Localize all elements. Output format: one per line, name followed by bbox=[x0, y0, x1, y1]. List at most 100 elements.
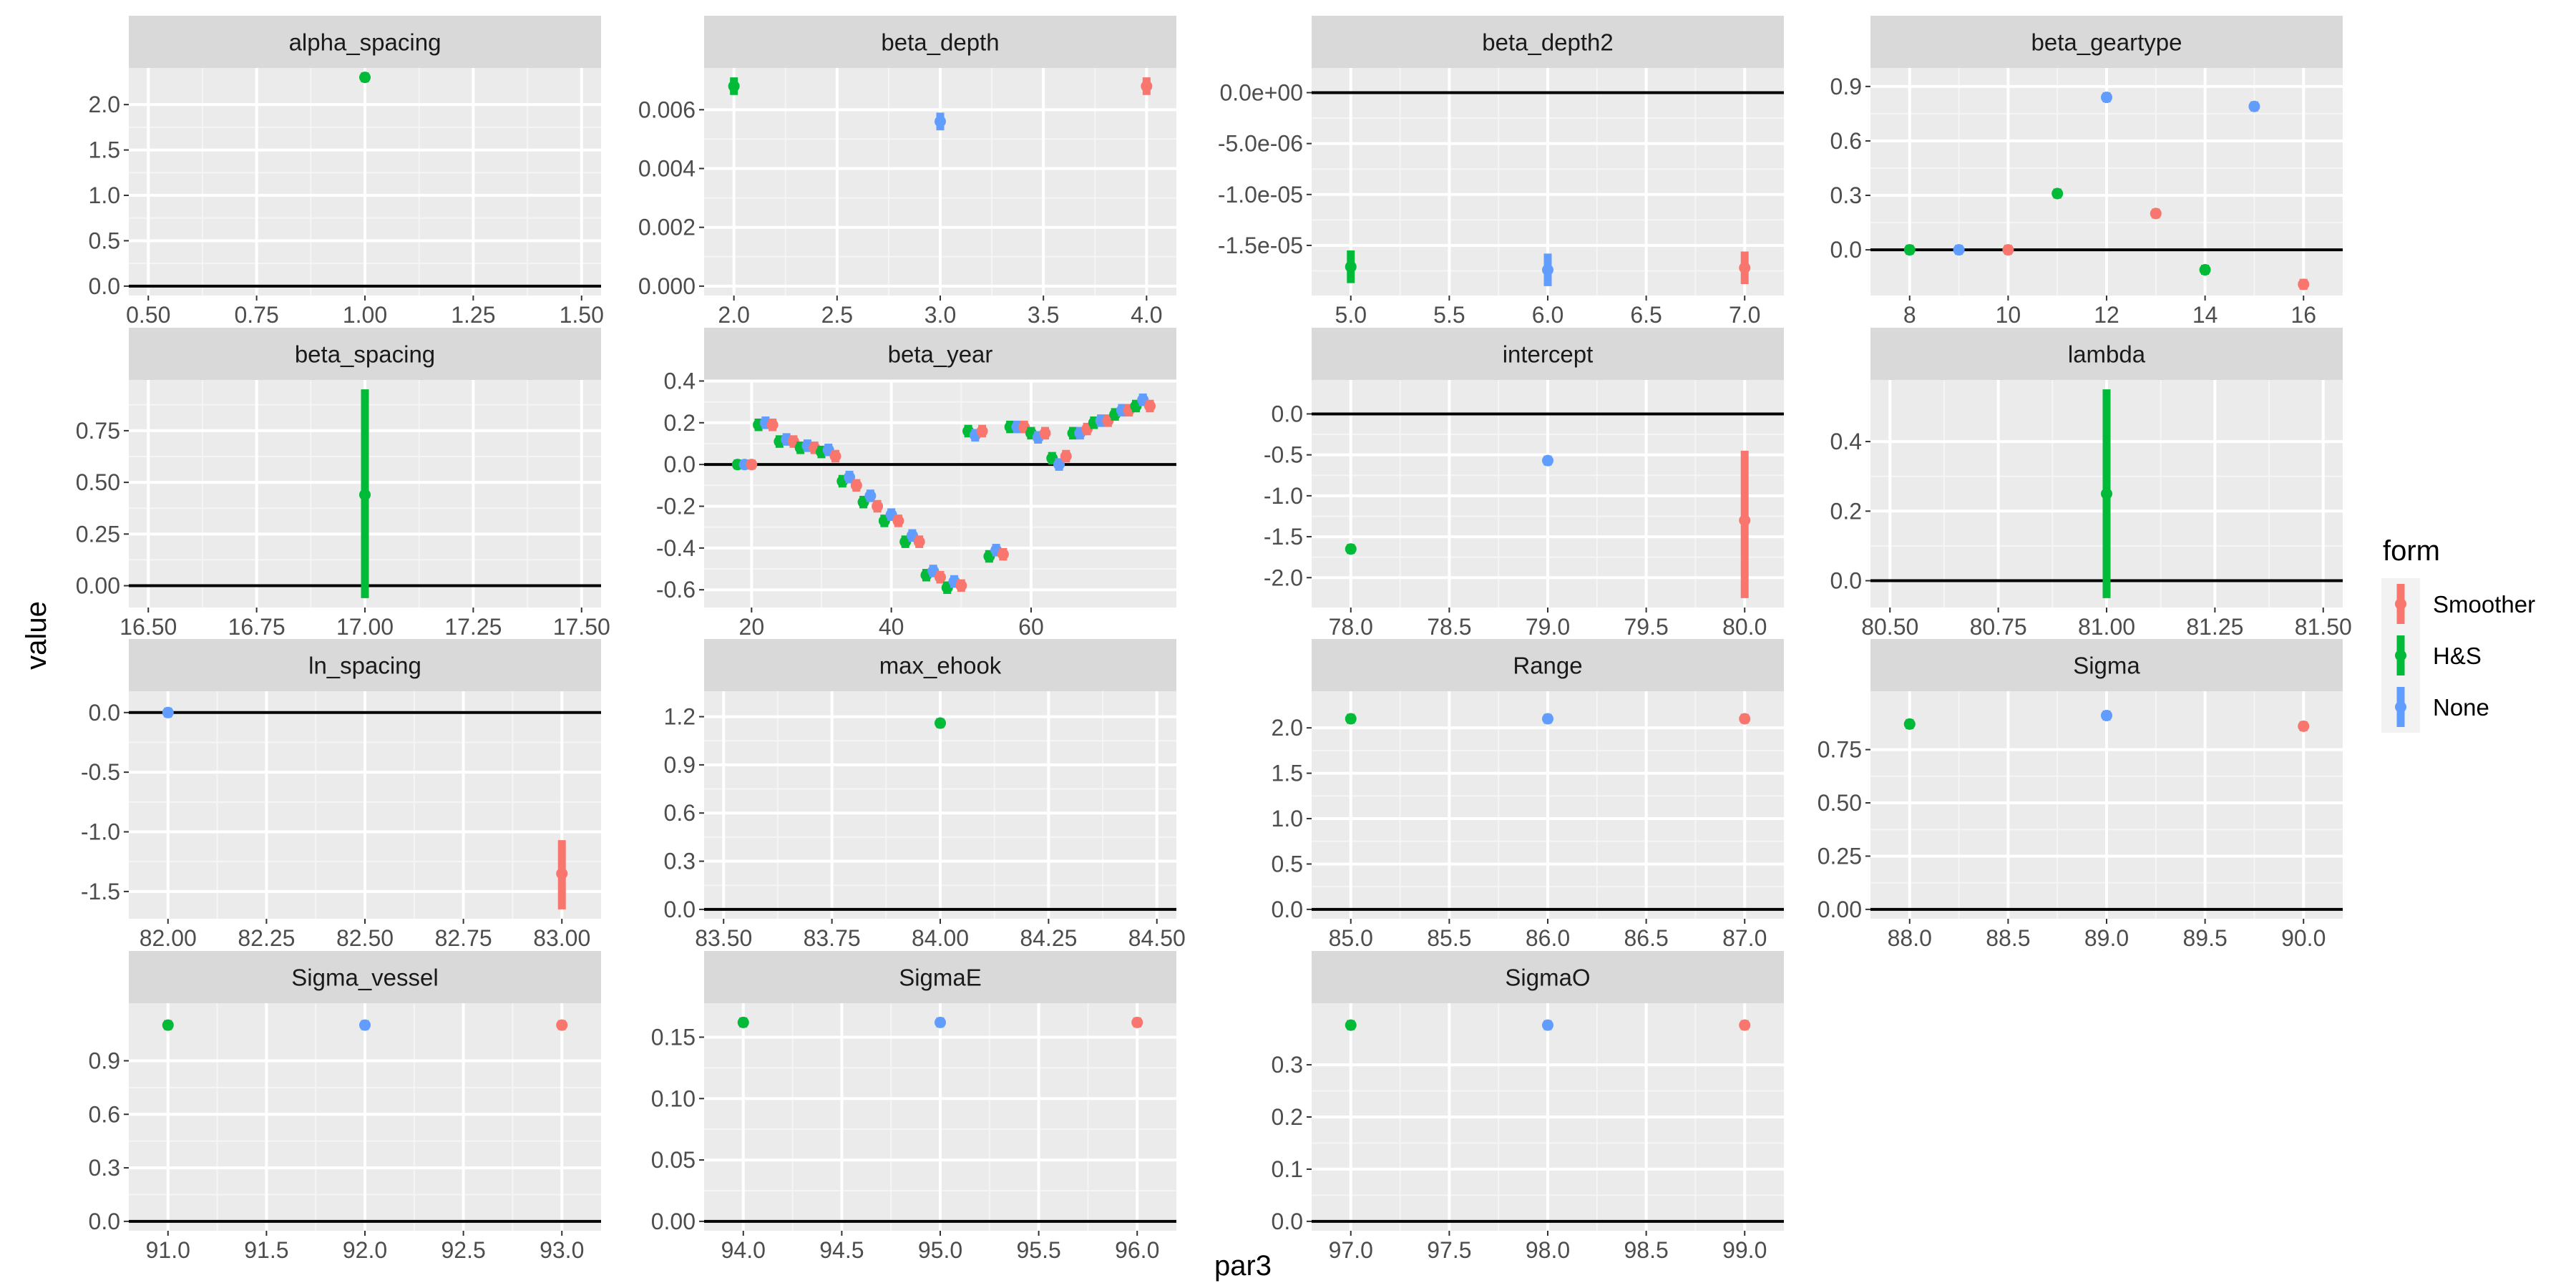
facet-title: max_ehook bbox=[879, 653, 1002, 679]
x-tick-label: 16 bbox=[2290, 302, 2316, 328]
facet-title: SigmaO bbox=[1505, 965, 1590, 991]
y-tick-label: 0.9 bbox=[664, 752, 696, 778]
y-tick-label: -1.5 bbox=[1264, 524, 1303, 550]
data-point bbox=[1131, 1016, 1143, 1028]
y-tick-label: 2.0 bbox=[89, 92, 120, 117]
y-tick-label: 0.4 bbox=[664, 368, 696, 394]
data-point bbox=[162, 1019, 174, 1031]
y-tick-label: -0.4 bbox=[656, 535, 696, 561]
x-tick-label: 1.50 bbox=[560, 302, 604, 328]
x-tick-label: 83.00 bbox=[533, 925, 590, 951]
facet-panel: Sigma 88.0 88.5 89.0 89.5 90.0 0.00 0.25 0.50 0.7… bbox=[1818, 639, 2343, 951]
x-tick-label: 2.5 bbox=[821, 302, 853, 328]
x-tick-label: 0.75 bbox=[234, 302, 278, 328]
y-tick-label: 1.5 bbox=[89, 137, 120, 163]
data-point bbox=[1739, 1019, 1751, 1031]
y-tick-label: 1.5 bbox=[1272, 761, 1303, 786]
data-point bbox=[997, 548, 1009, 560]
x-tick-label: 83.50 bbox=[695, 925, 752, 951]
y-tick-label: 0.6 bbox=[89, 1101, 120, 1127]
x-tick-label: 83.75 bbox=[804, 925, 861, 951]
y-tick-label: 0.00 bbox=[651, 1209, 696, 1234]
data-point bbox=[728, 80, 740, 92]
x-tick-label: 98.0 bbox=[1526, 1237, 1570, 1263]
data-point bbox=[2298, 278, 2310, 291]
facet-strip bbox=[704, 328, 1176, 380]
legend-label: None bbox=[2433, 694, 2489, 721]
x-tick-label: 82.50 bbox=[336, 925, 394, 951]
x-tick-label: 8 bbox=[1903, 302, 1916, 328]
x-tick-label: 86.5 bbox=[1624, 925, 1668, 951]
x-tick-label: 81.25 bbox=[2186, 614, 2243, 640]
y-tick-label: 0.0 bbox=[664, 452, 696, 477]
data-point bbox=[2298, 720, 2310, 732]
y-tick-label: -0.2 bbox=[656, 494, 696, 519]
facet-strip bbox=[1312, 639, 1784, 691]
legend-key-point bbox=[2395, 701, 2406, 713]
y-tick-label: 0.3 bbox=[89, 1155, 120, 1181]
data-point bbox=[913, 536, 925, 548]
y-tick-label: 0.1 bbox=[1272, 1156, 1303, 1182]
facet-panel: max_ehook 83.50 83.75 84.00 84.25 84.50 0.0 0.3… bbox=[664, 639, 1186, 951]
x-tick-label: 79.0 bbox=[1526, 614, 1570, 640]
x-tick-label: 3.5 bbox=[1028, 302, 1059, 328]
data-point bbox=[935, 571, 946, 583]
data-point bbox=[1542, 713, 1553, 725]
y-tick-label: -1.5e-05 bbox=[1218, 233, 1303, 258]
y-tick-label: 0.25 bbox=[76, 521, 120, 547]
facet-panel: beta_year 20 40 60 -0.6 -0.4 -0.2 0.0 0.2 0.4 bbox=[656, 328, 1176, 640]
x-tick-label: 1.25 bbox=[451, 302, 495, 328]
facet-strip bbox=[129, 16, 601, 68]
data-point bbox=[892, 514, 904, 527]
x-tick-label: 40 bbox=[879, 614, 904, 640]
x-tick-label: 79.5 bbox=[1624, 614, 1668, 640]
x-tick-label: 17.50 bbox=[553, 614, 610, 640]
facet-panel: Range 85.0 85.5 86.0 86.5 87.0 0.0 0.5 1.0 1.5 2.0 bbox=[1272, 639, 1784, 951]
y-tick-label: 0.15 bbox=[651, 1024, 696, 1050]
x-tick-label: 14 bbox=[2192, 302, 2218, 328]
x-tick-label: 7.0 bbox=[1729, 302, 1760, 328]
x-tick-label: 81.00 bbox=[2078, 614, 2135, 640]
y-tick-label: 0.6 bbox=[1830, 128, 1862, 154]
facet-title: alpha_spacing bbox=[289, 29, 441, 56]
facet-panels: alpha_spacing 0.50 0.75 1.00 1.25 1.50 0.0 0.5 1… bbox=[76, 16, 2352, 1263]
data-point bbox=[935, 115, 946, 127]
data-point bbox=[976, 425, 988, 437]
y-tick-label: -0.6 bbox=[656, 577, 696, 602]
y-tick-label: 0.0 bbox=[1272, 1209, 1303, 1234]
x-tick-label: 82.00 bbox=[140, 925, 197, 951]
x-tick-label: 91.0 bbox=[146, 1237, 190, 1263]
data-point bbox=[1345, 1019, 1357, 1031]
x-tick-label: 78.0 bbox=[1329, 614, 1373, 640]
data-point bbox=[359, 489, 371, 501]
x-tick-label: 84.25 bbox=[1020, 925, 1077, 951]
x-tick-label: 89.5 bbox=[2182, 925, 2227, 951]
x-tick-label: 99.0 bbox=[1722, 1237, 1767, 1263]
x-tick-label: 82.75 bbox=[435, 925, 492, 951]
x-tick-label: 87.0 bbox=[1722, 925, 1767, 951]
legend-key-point bbox=[2395, 598, 2406, 610]
data-point bbox=[844, 471, 856, 483]
y-tick-label: 0.3 bbox=[1272, 1052, 1303, 1078]
y-axis-title: value bbox=[21, 601, 52, 670]
data-point bbox=[935, 717, 946, 729]
x-tick-label: 90.0 bbox=[2281, 925, 2326, 951]
y-tick-label: 0.006 bbox=[638, 97, 696, 122]
facet-title: Sigma bbox=[2073, 653, 2140, 679]
y-tick-label: 0.75 bbox=[1818, 737, 1862, 763]
y-tick-label: -1.0 bbox=[81, 819, 120, 845]
facet-title: ln_spacing bbox=[308, 653, 421, 679]
y-tick-label: 0.3 bbox=[664, 849, 696, 874]
y-tick-label: -2.0 bbox=[1264, 565, 1303, 590]
data-point bbox=[1953, 244, 1965, 256]
y-tick-label: 0.0 bbox=[1830, 568, 1862, 594]
y-tick-label: 1.2 bbox=[664, 704, 696, 730]
facet-title: beta_depth bbox=[881, 29, 999, 56]
x-tick-label: 4.0 bbox=[1131, 302, 1162, 328]
x-tick-label: 2.0 bbox=[718, 302, 749, 328]
y-tick-label: 0.3 bbox=[1830, 182, 1862, 208]
y-tick-label: 0.6 bbox=[664, 800, 696, 826]
facet-title: beta_year bbox=[888, 341, 993, 368]
facet-panel: ln_spacing 82.00 82.25 82.50 82.75 83.00 0.0 -0… bbox=[81, 639, 601, 951]
y-tick-label: 0.0 bbox=[1272, 897, 1303, 922]
